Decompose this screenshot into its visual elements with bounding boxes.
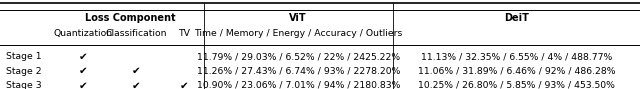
Text: Stage 2: Stage 2 (6, 67, 42, 76)
Text: Stage 3: Stage 3 (6, 81, 42, 89)
Text: 10.90% / 23.06% / 7.01% / 94% / 2180.83%: 10.90% / 23.06% / 7.01% / 94% / 2180.83% (196, 81, 400, 89)
Text: Stage 1: Stage 1 (6, 52, 42, 61)
Text: 11.26% / 27.43% / 6.74% / 93% / 2278.20%: 11.26% / 27.43% / 6.74% / 93% / 2278.20% (196, 67, 400, 76)
Text: ✔: ✔ (79, 66, 88, 76)
Text: 11.79% / 29.03% / 6.52% / 22% / 2425.22%: 11.79% / 29.03% / 6.52% / 22% / 2425.22% (196, 52, 400, 61)
Text: Loss Component: Loss Component (85, 13, 176, 23)
Text: Classification: Classification (106, 29, 167, 38)
Text: 11.13% / 32.35% / 6.55% / 4% / 488.77%: 11.13% / 32.35% / 6.55% / 4% / 488.77% (421, 52, 612, 61)
Text: 11.06% / 31.89% / 6.46% / 92% / 486.28%: 11.06% / 31.89% / 6.46% / 92% / 486.28% (418, 67, 615, 76)
Text: ✔: ✔ (180, 80, 189, 89)
Text: Time / Memory / Energy / Accuracy / Outliers: Time / Memory / Energy / Accuracy / Outl… (194, 29, 403, 38)
Text: ✔: ✔ (79, 52, 88, 62)
Text: ✔: ✔ (132, 80, 141, 89)
Text: ✔: ✔ (132, 66, 141, 76)
Text: ✔: ✔ (79, 80, 88, 89)
Text: Quantization: Quantization (54, 29, 113, 38)
Text: DeiT: DeiT (504, 13, 529, 23)
Text: TV: TV (179, 29, 190, 38)
Text: ViT: ViT (289, 13, 307, 23)
Text: 10.25% / 26.80% / 5.85% / 93% / 453.50%: 10.25% / 26.80% / 5.85% / 93% / 453.50% (418, 81, 615, 89)
